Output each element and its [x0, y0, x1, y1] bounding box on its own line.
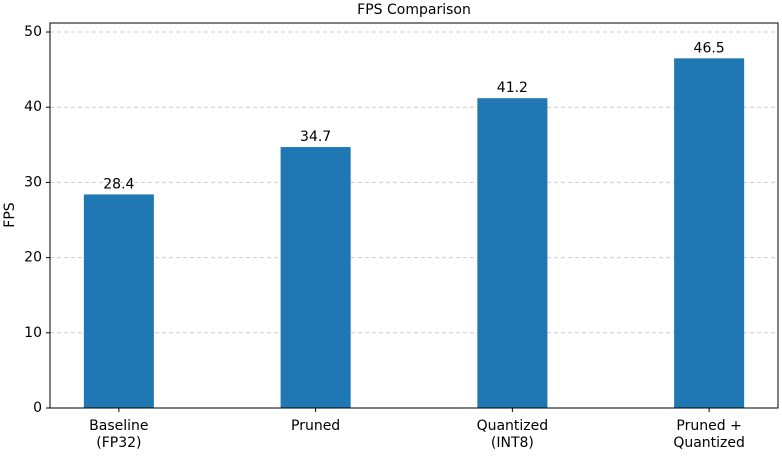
x-tick-label: Pruned + Quantized: [673, 418, 745, 451]
x-tick-label: Quantized (INT8): [476, 418, 549, 451]
value-label: 46.5: [694, 40, 725, 56]
y-tick-label: 40: [24, 99, 42, 115]
bar: [477, 98, 548, 408]
bar: [674, 58, 745, 408]
y-tick-label: 30: [24, 174, 42, 190]
y-tick-label: 0: [33, 400, 42, 416]
bar: [280, 147, 351, 408]
y-tick-label: 50: [24, 24, 42, 40]
value-label: 28.4: [103, 176, 134, 192]
chart-title: FPS Comparison: [357, 2, 471, 18]
value-label: 34.7: [300, 129, 331, 145]
value-label: 41.2: [497, 80, 528, 96]
y-tick-label: 20: [24, 250, 42, 266]
x-tick-label: Pruned: [291, 418, 341, 434]
bar: [83, 194, 154, 408]
y-tick-label: 10: [24, 325, 42, 341]
y-axis-label: FPS: [2, 202, 18, 227]
x-tick-label: Baseline (FP32): [89, 418, 149, 451]
plot-frame: [49, 22, 779, 409]
